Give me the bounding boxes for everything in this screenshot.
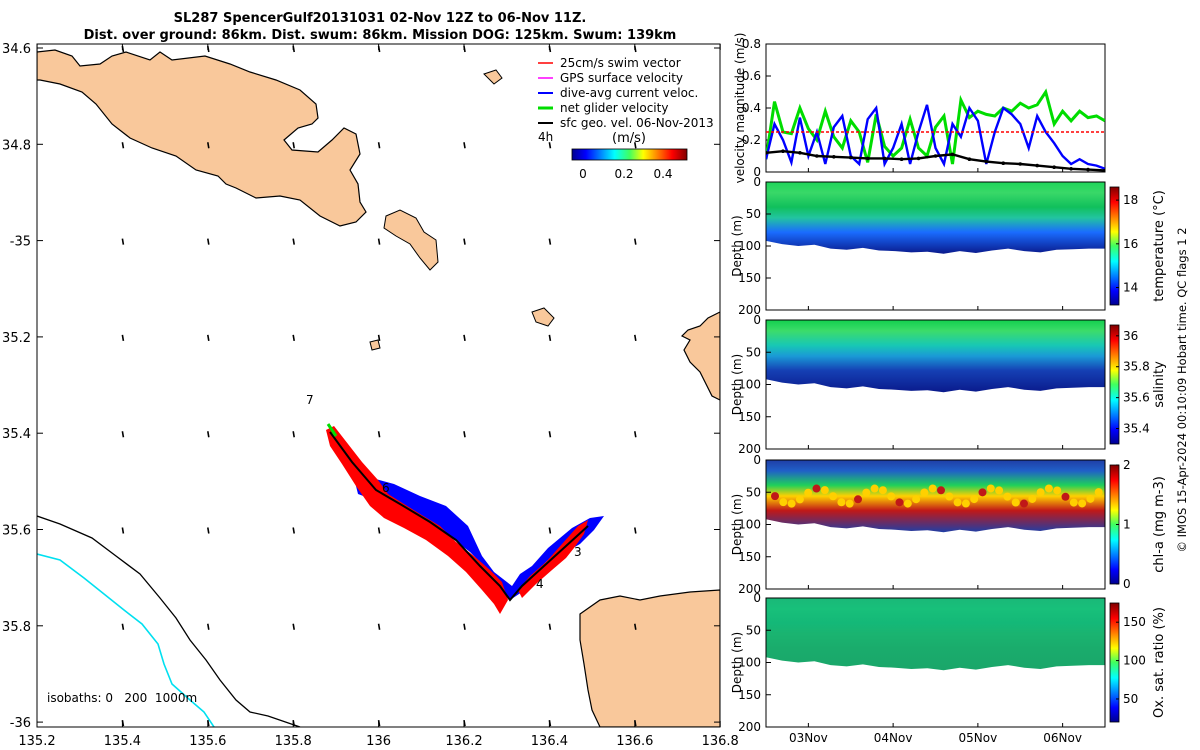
lon-tick-label: 136.4 (531, 734, 568, 749)
land-island-3 (531, 307, 555, 327)
sfc-vector-arrow (292, 142, 295, 149)
sfc-vector-arrow (121, 527, 125, 534)
sfc-vector-arrow (634, 334, 637, 342)
sfc-vector-arrow (463, 623, 466, 630)
sfc-vector-arrow (463, 238, 466, 245)
net-glider-velocity-segment (326, 423, 338, 437)
glider-track-line (329, 431, 589, 602)
sfc-vector-arrow (207, 431, 210, 438)
isobath-1000m (37, 553, 215, 727)
sfc-vector-arrow (292, 334, 295, 342)
sfc-vector-arrow (292, 238, 295, 245)
colorbar-tick-0: 0 (579, 167, 587, 181)
sfc-vector-arrow (463, 431, 466, 438)
isobath-200m (37, 515, 301, 727)
legend-item-swim-vector: 25cm/s swim vector (538, 56, 681, 70)
land-island-4 (369, 339, 381, 351)
sfc-vector-arrow (634, 623, 637, 630)
lat-tick-label: -35 (10, 235, 31, 250)
land-island-1 (383, 209, 439, 271)
sfc-vector-arrow (377, 334, 381, 342)
day-label-6: 6 (382, 481, 390, 495)
sfc-vector-arrow (121, 334, 125, 342)
sfc-vector-arrow (463, 142, 466, 149)
day-label-7: 7 (306, 393, 314, 407)
sfc-vector-arrow (463, 334, 466, 342)
lon-tick-label: 135.2 (18, 734, 55, 749)
colorbar-tick-0-4: 0.4 (653, 167, 672, 181)
swim-vector-fill (326, 426, 508, 614)
sfc-vector-arrow (207, 142, 210, 149)
sfc-vector-arrow (377, 431, 381, 438)
sfc-vector-arrow (207, 334, 210, 342)
isobaths-label: isobaths: 0 200 1000m (47, 691, 197, 705)
legend-time-label: 4h (538, 130, 553, 144)
sfc-vector-arrow (121, 431, 125, 438)
sfc-vector-arrow (377, 238, 381, 245)
svg-text:net glider velocity: net glider velocity (560, 101, 668, 115)
lon-tick-label: 135.8 (275, 734, 312, 749)
lat-tick-label: 35.4 (2, 427, 31, 442)
map-legend: 25cm/s swim vector GPS surface velocity … (538, 56, 714, 181)
sfc-vector-arrow (548, 334, 552, 342)
lon-tick-label: 135.4 (104, 734, 141, 749)
day-label-4: 4 (536, 577, 544, 591)
svg-text:sfc geo. vel. 06-Nov-2013: sfc geo. vel. 06-Nov-2013 (560, 116, 714, 130)
lat-tick-label: 35.6 (2, 524, 31, 539)
lon-tick-label: 136.6 (616, 734, 653, 749)
legend-item-sfc-geo-velocity: sfc geo. vel. 06-Nov-2013 (538, 116, 714, 130)
sfc-vector-arrow (548, 238, 552, 245)
lon-tick-label: 135.6 (189, 734, 226, 749)
svg-text:dive-avg current veloc.: dive-avg current veloc. (560, 86, 698, 100)
land-island-2 (483, 69, 503, 85)
sfc-vector-arrow (292, 527, 295, 534)
lon-tick-label: 136.8 (702, 734, 739, 749)
sfc-vector-arrow (548, 142, 552, 149)
sfc-vector-arrow (121, 238, 125, 245)
sfc-vector-arrow (548, 431, 552, 438)
sfc-vector-arrow (634, 142, 637, 149)
sfc-vector-arrow (121, 142, 125, 149)
legend-item-net-velocity: net glider velocity (538, 101, 668, 115)
sfc-vector-arrow (548, 527, 552, 534)
lat-tick-label: 35.2 (2, 331, 31, 346)
legend-item-dive-avg: dive-avg current veloc. (538, 86, 698, 100)
svg-text:25cm/s swim vector: 25cm/s swim vector (560, 56, 681, 70)
land-east-coast (680, 311, 720, 401)
lat-tick-label: 35.8 (2, 620, 31, 635)
day-label-3: 3 (574, 545, 582, 559)
sfc-vector-arrow (121, 623, 125, 630)
legend-item-gps-velocity: GPS surface velocity (538, 71, 683, 85)
sfc-vector-arrow (207, 623, 210, 630)
lon-tick-label: 136.2 (445, 734, 482, 749)
chart-title-line-2: Dist. over ground: 86km. Dist. swum: 86k… (83, 28, 677, 43)
sfc-vector-arrow (548, 623, 552, 630)
lon-tick-label: 136 (366, 734, 391, 749)
sfc-vector-arrow (207, 527, 210, 534)
sfc-vector-arrow (377, 623, 381, 630)
dive-avg-current-fill (352, 462, 604, 600)
sfc-vector-arrow (292, 431, 295, 438)
sfc-vector-arrow (634, 238, 637, 245)
colorbar-tick-0-2: 0.2 (614, 167, 633, 181)
map-axis-ticks: 135.2 135.4 135.6 135.8 136 136.2 136.4 136.6 13… (2, 42, 739, 749)
sfc-vector-arrow (377, 527, 381, 534)
sfc-vector-arrow (377, 142, 381, 149)
colorbar-unit: (m/s) (612, 131, 646, 146)
lat-tick-label: 34.6 (2, 42, 31, 57)
sfc-vector-arrow (292, 623, 295, 630)
lat-tick-label: 34.8 (2, 138, 31, 153)
sfc-velocity-grid (121, 45, 637, 727)
land-yorke-peninsula (37, 44, 367, 227)
sfc-vector-arrow (634, 431, 637, 438)
legend-colorbar (571, 148, 688, 161)
sfc-vector-arrow (207, 238, 210, 245)
svg-text:GPS surface velocity: GPS surface velocity (560, 71, 683, 85)
lat-tick-label: -36 (10, 716, 31, 731)
land-southeast-coast (579, 589, 720, 727)
chart-title-line-1: SL287 SpencerGulf20131031 02-Nov 12Z to … (173, 11, 587, 26)
sfc-vector-arrow (634, 527, 637, 534)
